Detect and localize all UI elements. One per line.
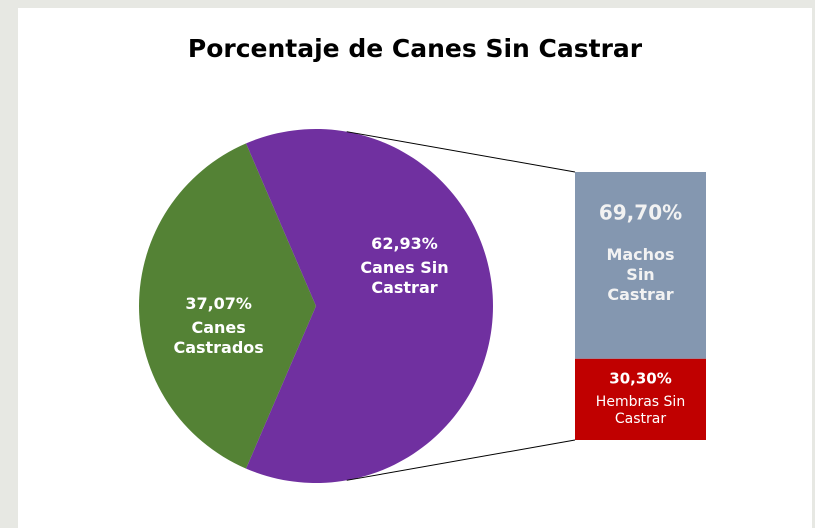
- chart-title: Porcentaje de Canes Sin Castrar: [187, 34, 643, 63]
- bar-category-label: Hembras Sin Castrar: [595, 394, 686, 428]
- bar-category-label: Machos Sin Castrar: [606, 245, 675, 305]
- connector-line: [346, 131, 576, 173]
- pie-value-label: 37,07%: [185, 294, 252, 313]
- pie-slice: [139, 143, 316, 469]
- chart: [139, 129, 706, 484]
- pie-category-label: Canes Sin Castrar: [360, 258, 449, 297]
- bar-value-label: 69,70%: [598, 200, 683, 225]
- connector-line: [346, 439, 576, 481]
- bar-segment: [575, 358, 706, 440]
- pie-category-label: Canes Castrados: [173, 318, 264, 357]
- chart-area: Porcentaje de Canes Sin Castrar 37,07% Ca…: [18, 8, 812, 528]
- pie-slice: [246, 129, 493, 484]
- pie-value-label: 62,93%: [371, 234, 438, 253]
- bar-value-label: 30,30%: [609, 370, 672, 389]
- bar-segment: [575, 172, 706, 359]
